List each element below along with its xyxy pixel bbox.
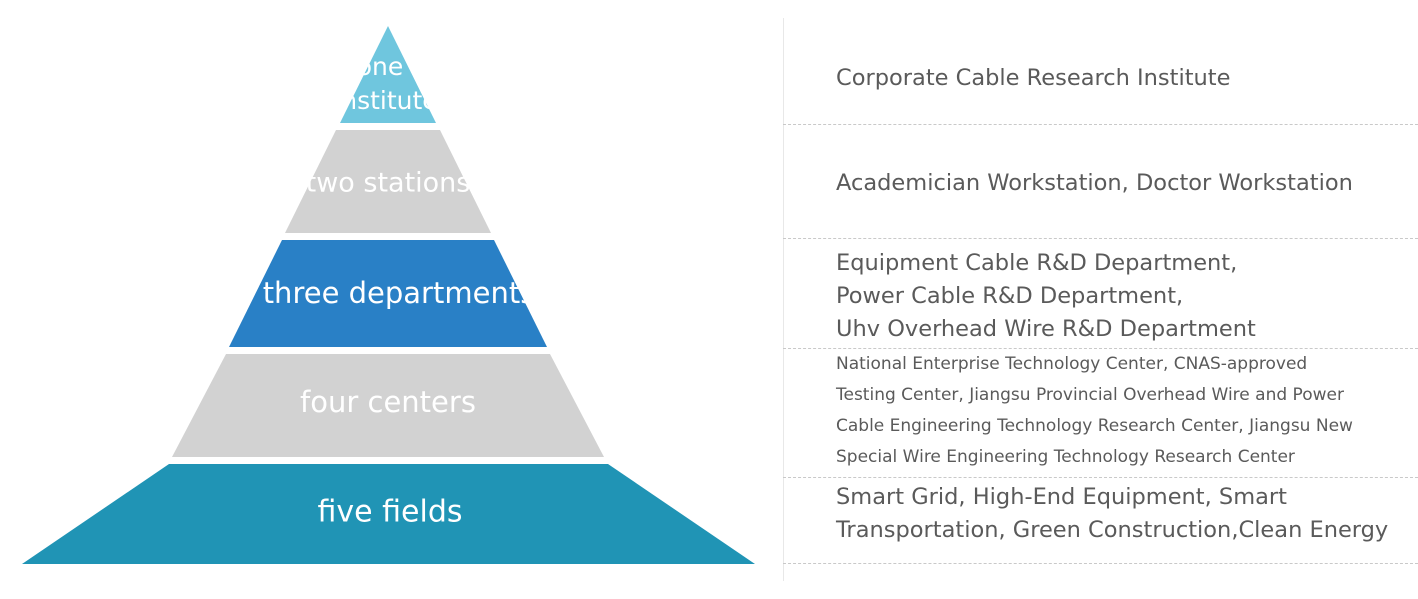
pyramid-tier-2-label: two stations	[306, 168, 471, 199]
pyramid-tier-1-label-line2: institute	[334, 86, 437, 115]
detail-row-four-centers-text: National Enterprise Technology Center, C…	[836, 354, 1353, 467]
detail-divider-3	[783, 348, 1418, 349]
detail-divider-4	[783, 477, 1418, 478]
pyramid-tier-5-shape[interactable]	[22, 464, 755, 564]
detail-row-three-departments-text: Equipment Cable R&D Department, Power Ca…	[836, 250, 1256, 342]
detail-divider-2	[783, 238, 1418, 239]
pyramid-tier-4-shape[interactable]	[172, 354, 604, 457]
detail-legend-panel: Corporate Cable Research Institute Acade…	[783, 0, 1418, 599]
pyramid-figure: one institute two stations three departm…	[22, 26, 755, 564]
detail-row-one-institute-text: Corporate Cable Research Institute	[836, 65, 1231, 91]
pyramid-graphic: one institute two stations three departm…	[22, 26, 755, 564]
detail-divider-1	[783, 124, 1418, 125]
panel-vertical-rule	[783, 18, 784, 581]
pyramid-tier-1-shape[interactable]	[340, 26, 436, 123]
detail-row-two-stations-text: Academician Workstation, Doctor Workstat…	[836, 170, 1353, 196]
pyramid-tier-3-label: three departments	[263, 276, 536, 310]
detail-row-five-fields[interactable]: Smart Grid, High-End Equipment, Smart Tr…	[783, 481, 1418, 553]
detail-row-two-stations[interactable]: Academician Workstation, Doctor Workstat…	[783, 167, 1418, 229]
pyramid-tier-3-shape[interactable]	[229, 240, 547, 347]
pyramid-tier-5-label: five fields	[317, 495, 462, 530]
detail-row-four-centers[interactable]: National Enterprise Technology Center, C…	[783, 349, 1418, 477]
pyramid-tier-1-label-line1: one	[357, 52, 404, 81]
detail-divider-5	[783, 563, 1418, 564]
pyramid-tier-4-label: four centers	[300, 385, 476, 419]
detail-row-three-departments[interactable]: Equipment Cable R&D Department, Power Ca…	[783, 247, 1418, 347]
detail-row-one-institute[interactable]: Corporate Cable Research Institute	[783, 62, 1418, 124]
pyramid-tier-2-shape[interactable]	[285, 130, 491, 233]
detail-row-five-fields-text: Smart Grid, High-End Equipment, Smart Tr…	[836, 484, 1389, 543]
